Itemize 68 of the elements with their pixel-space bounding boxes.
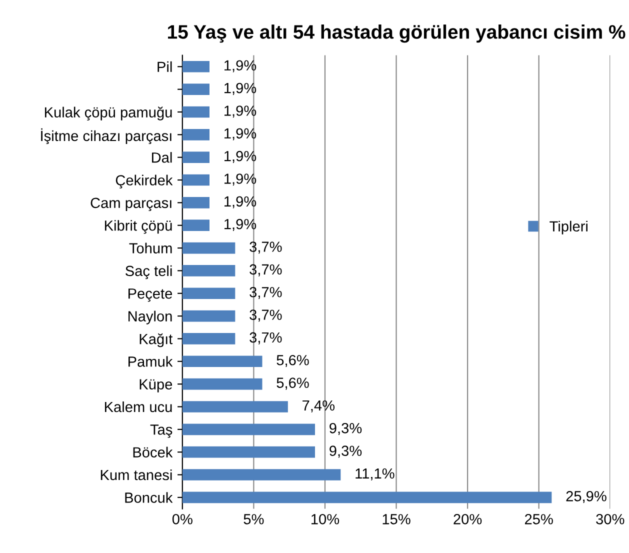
bar [182,356,262,368]
bar [182,288,236,300]
y-tick-label: Pil [158,61,172,72]
y-tick-label: Kağıt [140,333,173,348]
bar [182,174,210,186]
data-label: 9,3% [330,422,362,436]
bar [182,242,236,254]
data-label: 7,4% [302,400,335,412]
data-label: 5,6% [276,378,309,390]
x-tick-label: 10% [312,514,340,524]
y-tick-label: Küpe [140,379,172,392]
bar [182,152,210,163]
y-tick-label: Saç teli [126,265,172,280]
y-tick-label: Tohum [129,242,172,254]
data-label: 3,7% [250,310,282,322]
bar [182,492,552,504]
data-label: 3,7% [250,332,282,344]
bar [182,401,288,412]
bar [182,220,210,232]
x-tick-label: 20% [454,514,482,524]
bar [182,333,236,344]
bar [182,265,236,276]
bar [182,128,210,140]
data-label: 1,9% [224,174,256,186]
data-label: 5,6% [276,354,309,368]
y-tick-label: Dal [152,152,172,163]
data-label: 3,7% [250,264,282,276]
bar [182,378,262,390]
data-label: 25,9% [566,491,606,504]
data-label: 1,9% [224,82,256,95]
data-label: 11,1% [356,468,394,480]
y-tick-label: Peçete [128,288,172,302]
x-tick-label: 15% [382,514,410,524]
y-tick-label: Boncuk [125,492,173,503]
bar [182,197,210,208]
bar [182,469,341,480]
y-tick-label: Böcek [133,446,173,458]
bar [182,106,210,118]
data-label: 1,9% [224,60,256,72]
bar [182,424,316,436]
bar [182,60,210,72]
data-label: 3,7% [250,286,282,300]
data-label: 1,9% [224,218,256,231]
y-tick-label: Kibrit çöpü [104,220,172,234]
data-label: 3,7% [250,242,282,254]
data-label: 1,9% [224,150,256,163]
bar [182,84,210,95]
x-tick-label: 25% [524,514,553,524]
y-tick-label: Kalem ucu [104,401,172,412]
y-tick-label: Cam parçası [90,198,172,212]
y-tick-label: Taş [150,424,172,438]
y-tick-label: Kum tanesi [100,469,172,480]
chart-title: 15 Yaş ve altı 54 hastada görülen yabancı cisim % [168,24,626,43]
x-tick-label: 0% [172,514,192,524]
y-tick-label: Naylon [128,310,172,324]
y-tick-label: Kulak çöpü pamuğu [44,106,172,120]
data-label: 9,3% [330,446,362,458]
data-label: 1,9% [224,128,256,140]
data-label: 1,9% [224,106,256,118]
x-tick-label: 5% [244,514,264,524]
legend-label: Tipleri [550,220,588,234]
y-tick-label: Çekirdek [116,174,173,188]
bar [182,446,316,458]
bar [182,310,236,322]
data-label: 1,9% [224,196,256,208]
y-tick-label: Pamuk [128,356,173,367]
x-tick-label: 30% [596,514,624,524]
y-tick-label: İşitme cihazı parçası [41,128,172,144]
